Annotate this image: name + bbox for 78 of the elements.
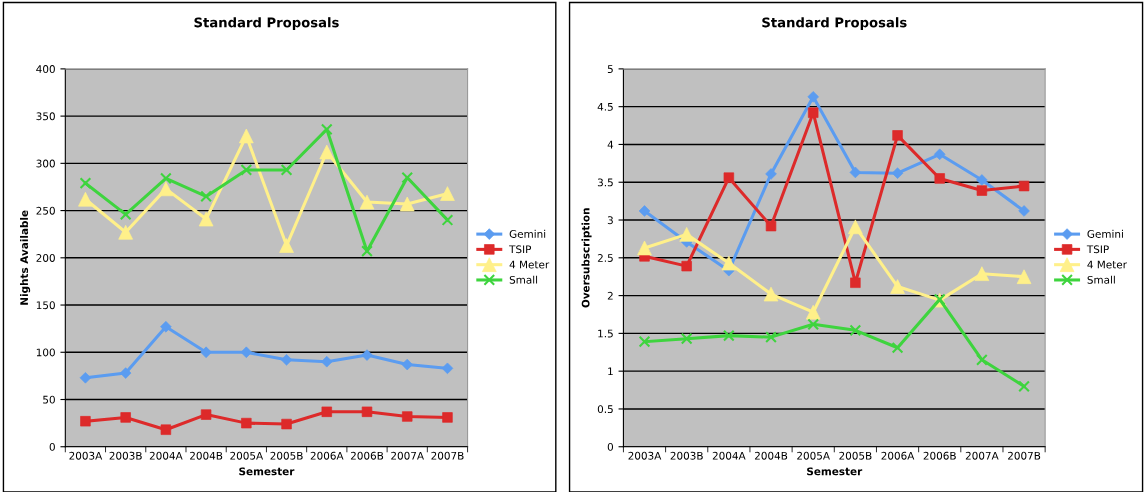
x-tick-label: 2003B — [670, 451, 703, 460]
x-tick-label: 2006A — [310, 451, 344, 460]
legend-label: TSIP — [1086, 245, 1109, 254]
y-tick-label: 400 — [36, 65, 55, 73]
point — [240, 164, 253, 176]
legend-label: Small — [509, 275, 538, 284]
point — [441, 214, 454, 226]
x-tick-label: 2007A — [391, 451, 424, 460]
legend-label: 4 Meter — [509, 260, 550, 269]
point — [321, 406, 332, 417]
x-tick-label: 2004A — [712, 451, 746, 460]
legend-label: Small — [1087, 275, 1115, 284]
y-tick-label: 350 — [36, 112, 55, 121]
x-tick-label: 2003A — [628, 451, 662, 460]
point — [722, 329, 735, 342]
point — [849, 324, 862, 337]
x-tick-label: 2005B — [270, 451, 303, 460]
x-axis-title: Semester — [807, 467, 863, 476]
point — [119, 208, 132, 221]
point — [280, 164, 293, 176]
y-axis-title: Nights Available — [20, 210, 31, 305]
point — [975, 353, 988, 366]
y-tick-label: 2.5 — [597, 254, 613, 262]
y-tick-label: 2 — [607, 291, 613, 300]
x-tick-label: 2006B — [350, 451, 384, 460]
y-tick-label: 4 — [607, 140, 614, 149]
point — [1018, 380, 1030, 393]
chart-title: Standard Proposals — [194, 17, 339, 30]
point — [891, 341, 904, 354]
y-tick-label: 0 — [49, 442, 55, 451]
y-tick-label: 3.5 — [597, 178, 613, 187]
legend-label: TSIP — [509, 245, 532, 254]
legend-label: Gemini — [509, 229, 546, 238]
legend-label: Gemini — [1087, 229, 1123, 238]
x-tick-label: 2004B — [190, 451, 223, 460]
chart-title: Standard Proposals — [762, 17, 907, 30]
x-tick-label: 2004B — [754, 451, 788, 460]
x-tick-label: 2005A — [797, 451, 830, 460]
point — [807, 318, 820, 331]
x-axis-title: Semester — [239, 467, 295, 476]
x-tick-label: 2005B — [839, 451, 872, 460]
x-tick-label: 2007B — [1008, 451, 1041, 460]
point — [200, 190, 213, 203]
y-tick-label: 50 — [43, 395, 55, 404]
point — [361, 245, 373, 258]
point — [79, 177, 92, 190]
point — [765, 220, 777, 232]
y-tick-label: 4.5 — [597, 103, 613, 111]
x-tick-label: 2007B — [431, 451, 464, 460]
x-tick-label: 2007A — [965, 451, 999, 460]
x-tick-label: 2006A — [881, 451, 915, 460]
y-tick-label: 150 — [36, 301, 55, 310]
point — [680, 332, 693, 345]
point — [723, 172, 735, 183]
point — [401, 171, 414, 184]
x-tick-label: 2005A — [230, 451, 264, 460]
x-tick-label: 2003A — [69, 451, 103, 460]
point — [681, 260, 692, 272]
point — [320, 123, 333, 136]
x-tick-label: 2004A — [149, 451, 183, 460]
y-tick-label: 0.5 — [597, 405, 613, 414]
x-tick-label: 2006B — [923, 451, 956, 460]
y-tick-label: 1 — [608, 367, 613, 376]
x-tick-label: 2003B — [109, 451, 142, 460]
point — [807, 107, 819, 118]
y-tick-label: 300 — [36, 159, 55, 168]
y-axis-title: Oversubscription — [581, 208, 592, 308]
y-tick-label: 5 — [607, 65, 613, 73]
y-tick-label: 1.5 — [598, 329, 613, 338]
point — [638, 335, 651, 348]
y-tick-label: 250 — [36, 206, 55, 215]
point — [159, 172, 172, 185]
point — [765, 331, 777, 344]
y-tick-label: 100 — [36, 348, 55, 357]
y-tick-label: 0 — [607, 442, 614, 451]
legend-label: 4 Meter — [1087, 260, 1127, 269]
y-tick-label: 3 — [607, 216, 613, 225]
y-tick-label: 200 — [36, 254, 55, 262]
